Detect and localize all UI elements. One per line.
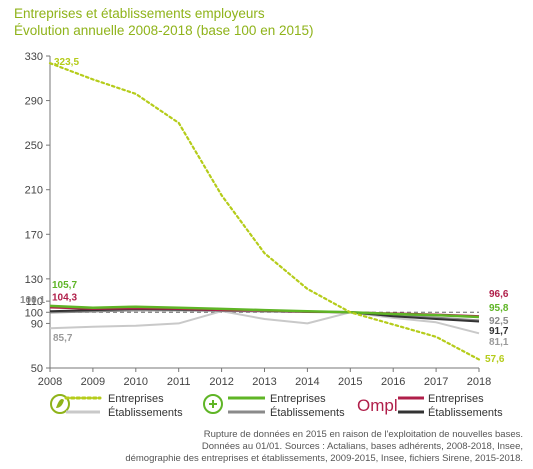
x-tick-label: 2012	[209, 376, 233, 388]
y-tick-label: 110	[25, 296, 43, 308]
data-label-95-8: 95,8	[489, 303, 509, 314]
x-tick-label: 2018	[467, 376, 491, 388]
series-line-insee-entreprises	[49, 304, 480, 319]
data-label-100-1: 100,1	[20, 295, 45, 306]
data-label-96-6: 96,6	[489, 289, 509, 300]
y-tick-label: 250	[25, 140, 43, 152]
y-tick-label: 170	[25, 229, 43, 241]
y-tick-label: 210	[25, 185, 43, 197]
data-label-105-7: 105,7	[52, 280, 77, 291]
x-tick-label: 2010	[124, 376, 148, 388]
y-tick-label: 100	[25, 307, 43, 319]
series-line-actalians-entreprises	[48, 62, 481, 361]
y-tick-label: 90	[31, 318, 43, 330]
x-tick-label: 2013	[252, 376, 276, 388]
source-note-line-2: Données au 01/01. Sources : Actalians, b…	[201, 441, 523, 452]
data-label-57-6: 57,6	[485, 354, 505, 365]
data-label-91-7: 91,7	[489, 326, 509, 337]
y-tick-label: 290	[25, 96, 43, 108]
x-tick-label: 2016	[381, 376, 405, 388]
data-label-85-7: 85,7	[53, 333, 73, 344]
legend-label: Entreprises	[428, 393, 484, 405]
ompl-logo-icon: Ompl	[357, 396, 398, 415]
legend-label: Établissements	[108, 406, 183, 419]
x-tick-label: 2015	[338, 376, 362, 388]
legend-label: Établissements	[270, 406, 345, 419]
y-tick-label: 130	[25, 274, 43, 286]
legend-label: Entreprises	[108, 393, 164, 405]
x-tick-label: 2017	[424, 376, 448, 388]
x-tick-label: 2008	[38, 376, 62, 388]
x-tick-label: 2009	[81, 376, 105, 388]
y-tick-label: 330	[25, 51, 43, 63]
data-label-92-5: 92,5	[489, 316, 509, 327]
chart-title: Entreprises et établissements employeurs	[14, 6, 265, 21]
source-note-line-3: démographie des entreprises et établisse…	[125, 453, 523, 464]
chart-subtitle: Évolution annuelle 2008-2018 (base 100 e…	[14, 23, 314, 38]
x-tick-label: 2014	[295, 376, 319, 388]
series-line-actalians-etablissements	[49, 310, 480, 335]
y-tick-label: 50	[31, 363, 43, 375]
legend-label: Établissements	[428, 406, 503, 419]
plus-icon	[209, 400, 217, 408]
data-label-81-1: 81,1	[489, 337, 509, 348]
source-note-line-1: Rupture de données en 2015 en raison de …	[203, 429, 523, 440]
x-tick-label: 2011	[167, 376, 191, 388]
data-label-323-5: 323,5	[54, 57, 79, 68]
actalians-leaf-icon	[56, 399, 64, 408]
legend-label: Entreprises	[270, 393, 326, 405]
data-label-104-3: 104,3	[52, 292, 77, 303]
